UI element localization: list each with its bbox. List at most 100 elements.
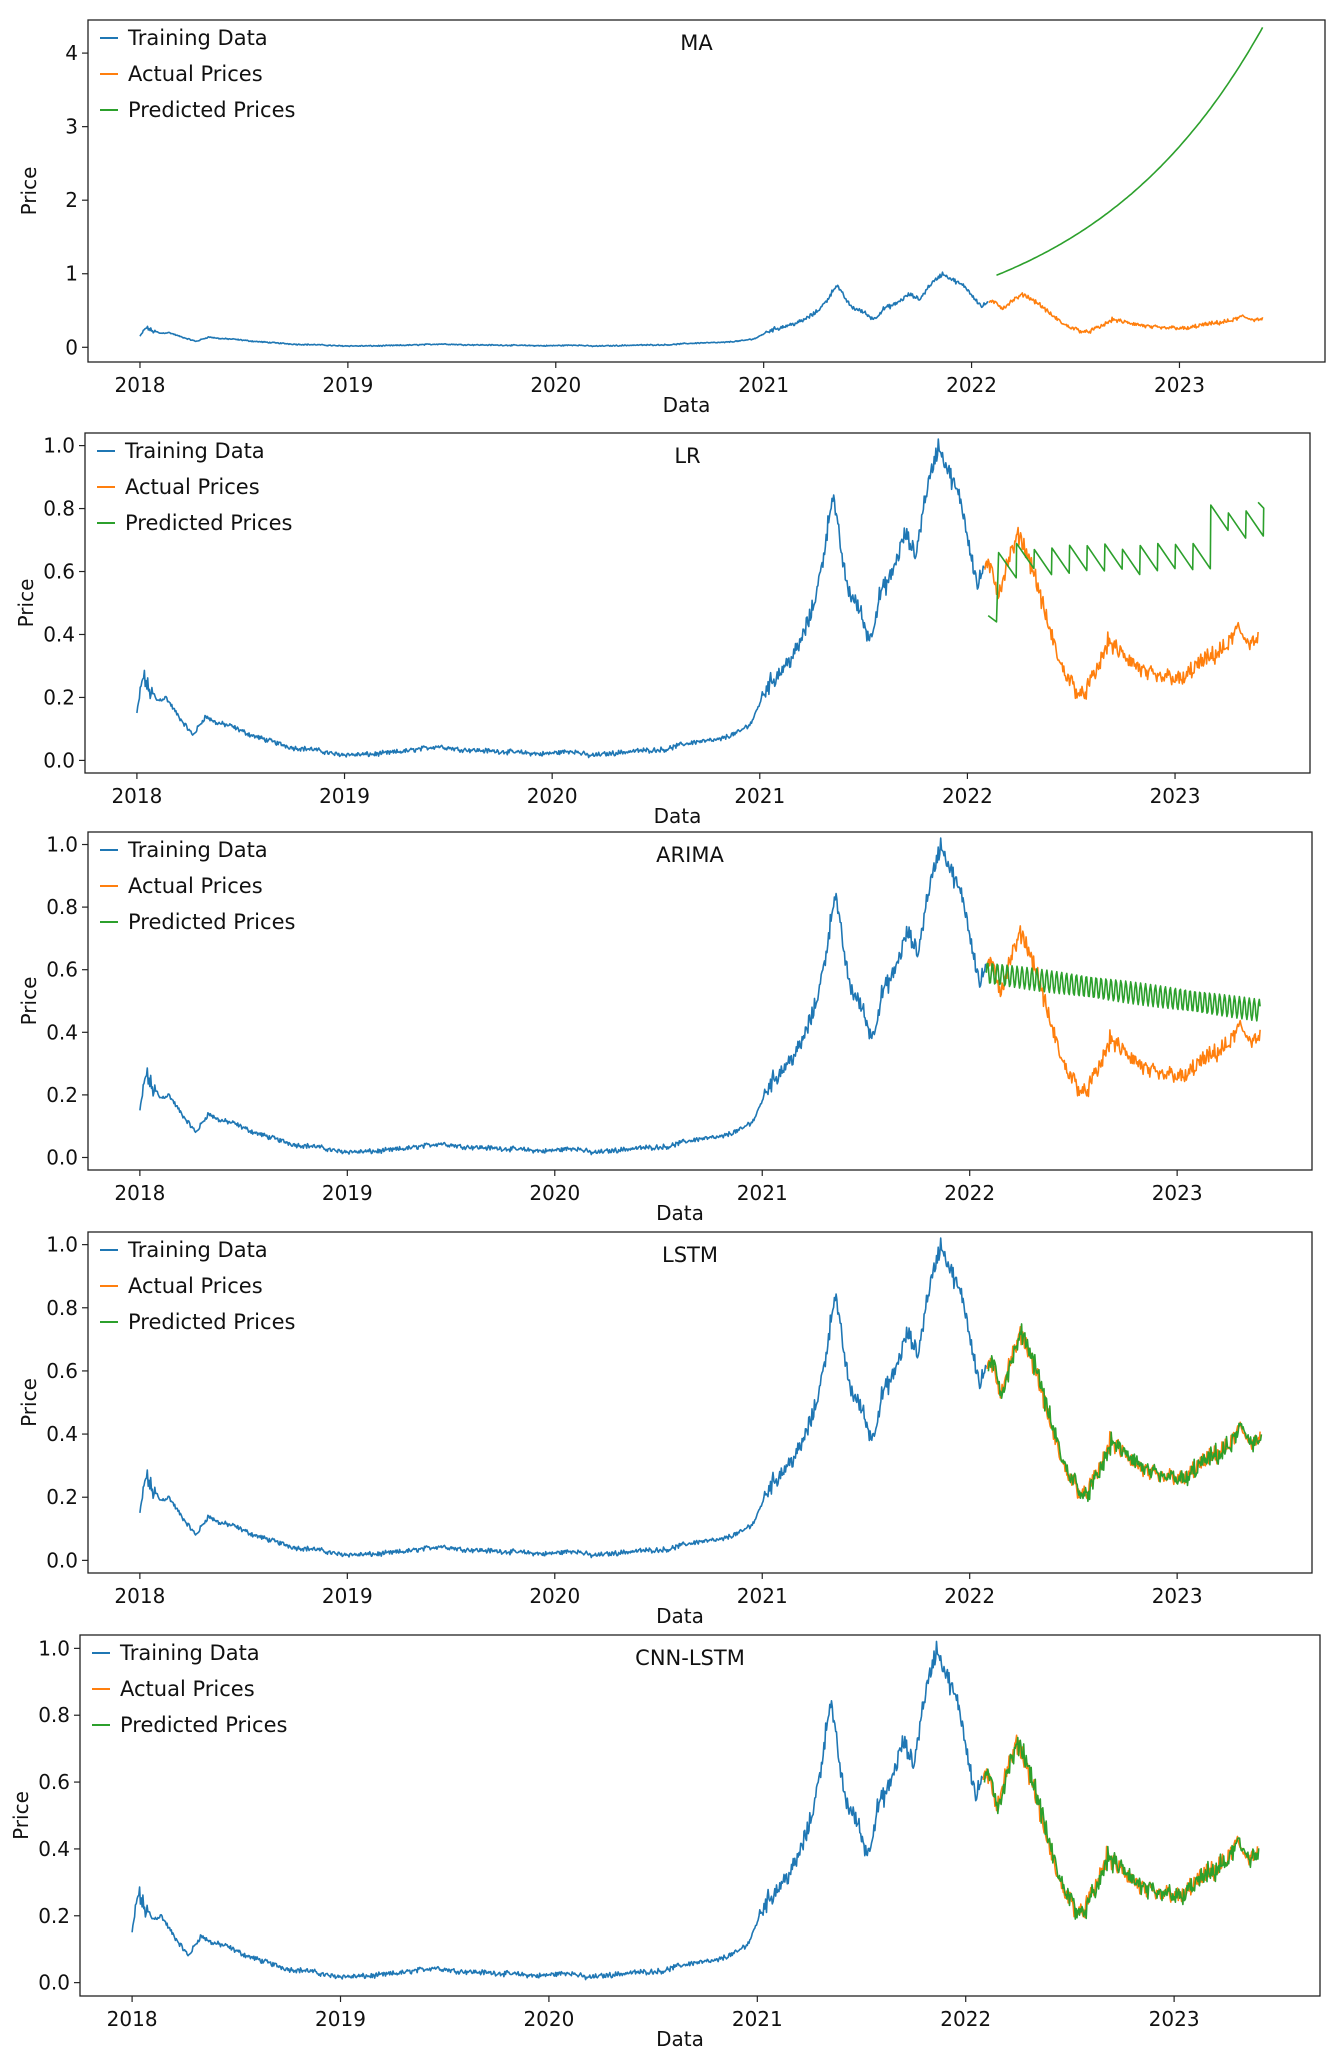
x-axis-label: Data <box>656 1604 704 1628</box>
x-tick-label: 2023 <box>1154 373 1205 397</box>
legend-label: Predicted Prices <box>125 511 292 535</box>
y-tick-label: 0.0 <box>38 1971 70 1995</box>
x-tick-label: 2018 <box>107 2007 158 2031</box>
x-tick-label: 2018 <box>115 373 166 397</box>
y-tick-label: 0.0 <box>46 1145 78 1169</box>
y-tick-label: 0.4 <box>46 1020 78 1044</box>
y-tick-label: 0.8 <box>38 1703 70 1727</box>
y-tick-label: 0.8 <box>43 497 75 521</box>
y-tick-label: 1.0 <box>46 833 78 857</box>
plot-frame <box>87 1231 1313 1574</box>
series-line-actual <box>988 292 1264 334</box>
x-tick-label: 2023 <box>1152 1584 1203 1608</box>
x-tick-label: 2018 <box>114 1181 165 1205</box>
legend-label: Training Data <box>119 1641 260 1665</box>
legend-label: Training Data <box>124 439 265 463</box>
x-tick-label: 2021 <box>734 784 785 808</box>
chart-panel-5: 2018 2019 2020 2021 2022 2023 0.0 0.2 0.4 0.6 0.8 1… <box>9 1634 1321 2051</box>
y-axis-label: Price <box>17 167 41 216</box>
y-tick-label: 0.8 <box>46 895 78 919</box>
series-line-actual <box>984 526 1259 700</box>
y-tick-label: 0.6 <box>46 1359 78 1383</box>
x-tick-label: 2023 <box>1149 2007 1200 2031</box>
y-axis-label: Price <box>17 1378 41 1427</box>
plot-frame <box>87 831 1313 1171</box>
chart-panel-2: 2018 2019 2020 2021 2022 2023 0.0 0.2 0.4 0.6 0.8 1… <box>14 432 1311 828</box>
y-axis-label: Price <box>9 1791 33 1840</box>
x-tick-label: 2018 <box>114 1584 165 1608</box>
x-tick-label: 2022 <box>946 373 997 397</box>
series-line-predicted <box>983 1736 1260 1920</box>
x-axis-label: Data <box>663 393 711 417</box>
y-tick-label: 1 <box>65 262 78 286</box>
plot-frame <box>87 19 1326 363</box>
y-tick-label: 0.2 <box>43 685 75 709</box>
y-tick-label: 0.6 <box>38 1770 70 1794</box>
legend-label: Actual Prices <box>128 62 263 86</box>
legend-label: Training Data <box>127 1238 268 1262</box>
y-tick-label: 0.6 <box>43 560 75 584</box>
x-tick-label: 2021 <box>738 373 789 397</box>
y-tick-label: 0.2 <box>46 1083 78 1107</box>
x-tick-label: 2020 <box>529 1181 580 1205</box>
series-line-actual <box>986 925 1261 1098</box>
y-axis-label: Price <box>14 579 38 628</box>
series-line-training <box>131 1640 984 1981</box>
x-tick-label: 2023 <box>1152 1181 1203 1205</box>
y-tick-label: 1.0 <box>38 1636 70 1660</box>
plot-frame <box>84 432 1311 774</box>
series-line-training <box>139 1237 988 1559</box>
chart-title: LSTM <box>662 1243 718 1267</box>
legend-label: Training Data <box>127 26 268 50</box>
chart-title: MA <box>680 31 713 55</box>
y-tick-label: 0.0 <box>43 748 75 772</box>
x-tick-label: 2019 <box>315 2007 366 2031</box>
series-line-predicted <box>987 1323 1263 1503</box>
legend-label: Actual Prices <box>125 475 260 499</box>
y-tick-label: 3 <box>65 115 78 139</box>
x-tick-label: 2022 <box>944 1584 995 1608</box>
series-line-training <box>139 837 988 1156</box>
x-tick-label: 2021 <box>732 2007 783 2031</box>
x-tick-label: 2020 <box>529 1584 580 1608</box>
x-tick-label: 2019 <box>319 784 370 808</box>
x-tick-label: 2020 <box>530 373 581 397</box>
y-tick-label: 0.4 <box>46 1422 78 1446</box>
series-line-training <box>139 271 989 348</box>
x-tick-label: 2023 <box>1150 784 1201 808</box>
chart-title: LR <box>674 444 700 468</box>
x-tick-label: 2022 <box>942 784 993 808</box>
x-tick-label: 2019 <box>322 1584 373 1608</box>
series-line-predicted <box>996 27 1264 276</box>
x-tick-label: 2021 <box>737 1181 788 1205</box>
y-axis-label: Price <box>17 977 41 1026</box>
x-tick-label: 2019 <box>322 373 373 397</box>
y-tick-label: 1.0 <box>43 434 75 458</box>
y-tick-label: 0.0 <box>46 1548 78 1572</box>
x-tick-label: 2018 <box>111 784 162 808</box>
chart-panel-3: 2018 2019 2020 2021 2022 2023 0.0 0.2 0.4 0.6 0.8 1… <box>17 831 1313 1225</box>
legend-label: Actual Prices <box>128 874 263 898</box>
y-tick-label: 0.4 <box>43 622 75 646</box>
y-tick-label: 0.4 <box>38 1837 70 1861</box>
chart-panel-4: 2018 2019 2020 2021 2022 2023 0.0 0.2 0.4 0.6 0.8 1… <box>17 1231 1313 1628</box>
x-tick-label: 2020 <box>523 2007 574 2031</box>
x-tick-label: 2022 <box>940 2007 991 2031</box>
y-tick-label: 0.6 <box>46 958 78 982</box>
y-tick-label: 0.8 <box>46 1296 78 1320</box>
plot-frame <box>79 1634 1321 1997</box>
legend-label: Actual Prices <box>128 1274 263 1298</box>
x-tick-label: 2021 <box>737 1584 788 1608</box>
x-axis-label: Data <box>656 2027 704 2051</box>
series-line-predicted <box>985 962 1261 1022</box>
x-axis-label: Data <box>656 1201 704 1225</box>
legend-label: Predicted Prices <box>120 1713 287 1737</box>
legend-label: Actual Prices <box>120 1677 255 1701</box>
legend-label: Predicted Prices <box>128 98 295 122</box>
y-tick-label: 0.2 <box>46 1485 78 1509</box>
legend-label: Training Data <box>127 838 268 862</box>
chart-title: CNN-LSTM <box>635 1646 745 1670</box>
y-tick-label: 1.0 <box>46 1233 78 1257</box>
y-tick-label: 0.2 <box>38 1904 70 1928</box>
